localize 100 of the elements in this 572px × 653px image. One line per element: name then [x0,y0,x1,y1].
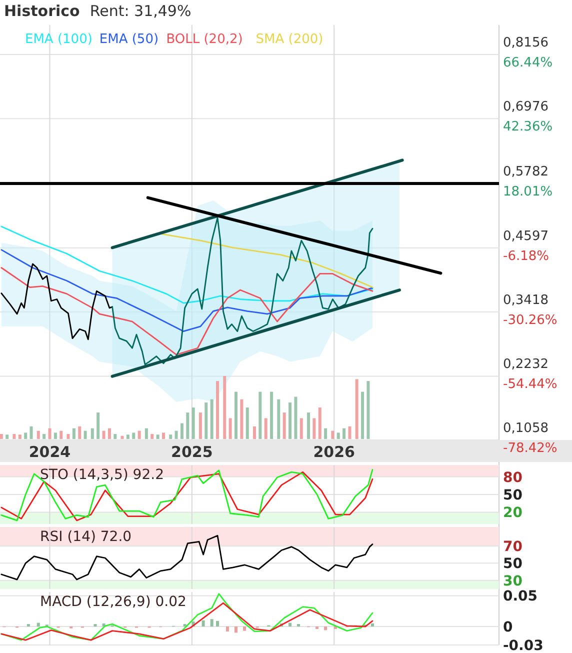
bar [24,432,28,439]
bar [342,428,346,439]
bar [162,432,165,439]
bar [312,418,316,439]
x-tick-label: 2026 [313,443,355,461]
bar [204,402,208,439]
chart-title: MACD (12,26,9) 0.02 [40,594,186,610]
bar [307,412,310,439]
bar [288,622,292,627]
line-series [0,593,374,641]
bar [120,436,124,439]
bar [108,428,111,439]
bar [336,432,340,439]
bar [12,434,16,439]
bar [60,430,63,439]
bar [150,434,154,439]
bar [366,381,370,439]
y-tick-label: 0,6976 [503,100,548,115]
bar [138,430,141,439]
bar [78,426,82,439]
bar [318,408,322,439]
bar [240,399,244,439]
bar [102,430,106,439]
bar [54,432,57,439]
bar [361,392,364,439]
bar [277,399,280,439]
y-tick-label: 0,5782 [503,164,548,180]
y2-tick-label: -6.18% [503,248,549,264]
bar [297,624,300,627]
bar [18,434,22,439]
y-tick-label: 0,3418 [503,292,548,308]
bar [300,418,303,439]
y-tick-label: 50 [503,556,523,572]
bar [192,408,195,439]
bar [174,430,178,439]
y2-tick-label: 42.36% [503,120,553,135]
bar [180,423,184,439]
bar [264,418,268,439]
y-tick-label: 0.05 [503,588,538,605]
bar [26,624,30,627]
bar [370,623,374,627]
y-tick-label: 30 [503,573,523,590]
y-tick-label: -0.03 [503,638,544,653]
bar [96,412,100,439]
bar [270,392,274,439]
bar [114,434,117,439]
bar [216,381,220,439]
bar [234,392,238,439]
bar [30,426,33,439]
bar [0,434,3,439]
bar [348,426,352,439]
chart-subtitle: Rent: 31,49% [90,2,192,20]
bar [144,428,148,439]
y-tick-label: 0,8156 [503,36,548,51]
y-tick-label: 80 [503,470,523,486]
bar [210,619,214,627]
bar [210,399,214,439]
bar [132,432,136,439]
bar [169,434,172,439]
bar [331,430,334,439]
bar [228,418,232,439]
bar [216,620,220,627]
bar [258,392,262,439]
bar [72,428,76,439]
bar [252,426,256,439]
bar [36,430,40,439]
bar [36,622,40,627]
text: BOLL (20,2) [166,32,243,47]
bar [246,408,249,439]
bar [324,626,328,630]
bar [243,626,246,631]
text: EMA (100) [25,32,92,47]
y-tick-label: 0 [503,620,513,636]
bar [324,428,328,439]
bar [202,620,205,627]
bar [84,430,87,439]
bar [66,434,70,439]
x-tick-label: 2025 [171,443,213,461]
bar [90,428,94,439]
bar [226,626,229,632]
y-tick-label: 0,1058 [503,421,548,436]
y2-tick-label: -54.44% [503,377,558,392]
chart-title: STO (14,3,5) 92.2 [40,467,164,483]
bar [126,434,130,439]
y-tick-label: 20 [503,505,523,522]
text: SMA (200) [256,32,324,47]
bar [6,434,9,439]
y-tick-label: 0,4597 [503,228,548,244]
bar [288,402,292,439]
bar [355,379,358,439]
bar [48,428,52,439]
y-tick-label: 50 [503,488,523,504]
bar [183,624,186,627]
bar [94,624,97,627]
bar [186,412,190,439]
text: EMA (50) [99,32,159,47]
bar [223,376,226,439]
bar [282,412,286,439]
x-tick-label: 2024 [28,443,71,461]
bar [294,396,298,439]
